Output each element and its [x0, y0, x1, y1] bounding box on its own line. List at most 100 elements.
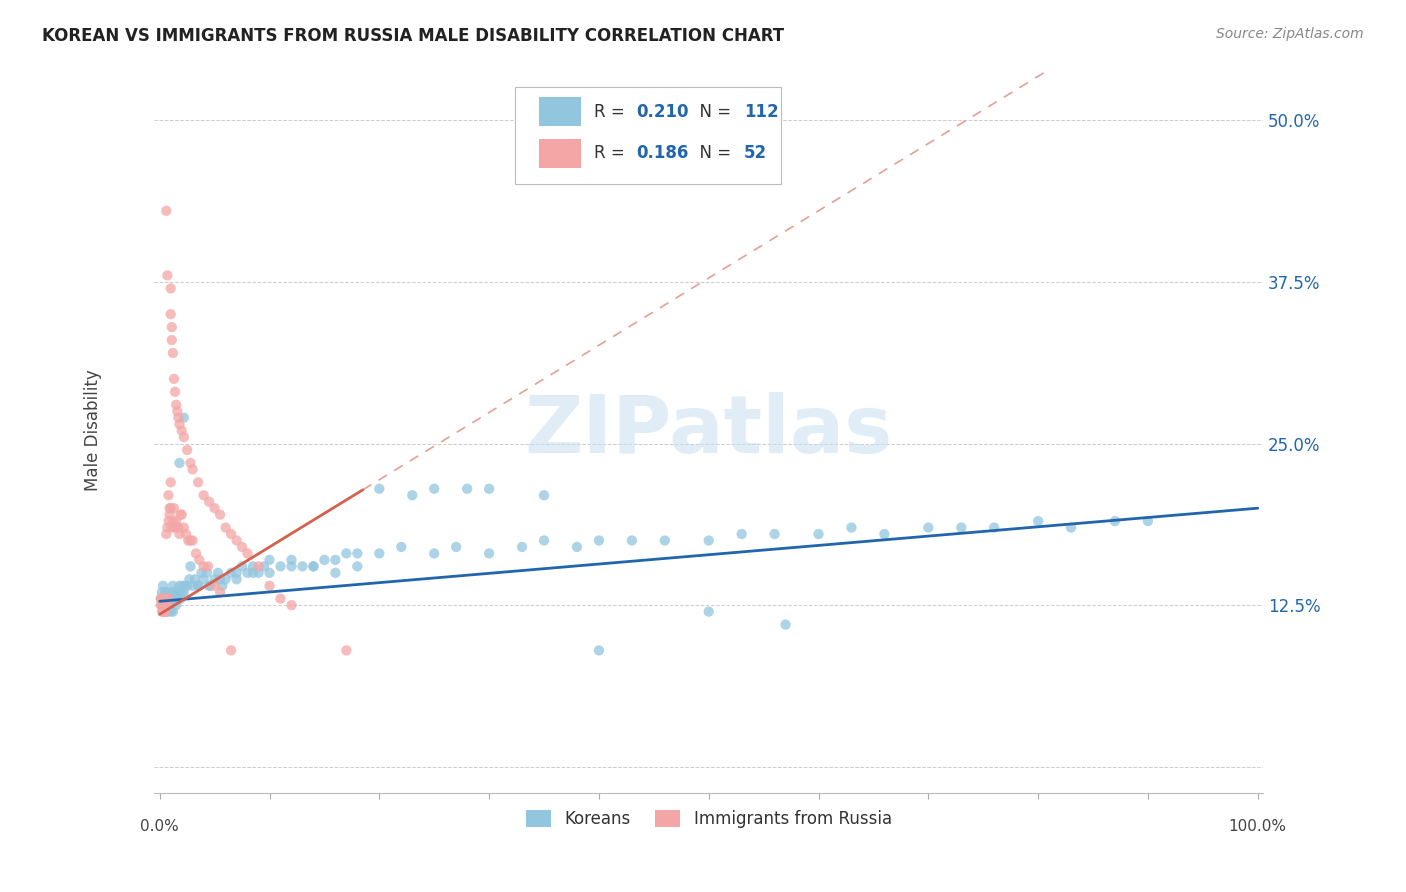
Point	[335, 643, 357, 657]
Point	[231, 540, 253, 554]
Point	[153, 598, 176, 612]
Point	[401, 488, 423, 502]
Point	[155, 605, 177, 619]
Point	[873, 527, 896, 541]
Point	[259, 553, 281, 567]
Point	[325, 566, 347, 580]
Point	[209, 508, 232, 522]
Text: N =: N =	[689, 145, 737, 162]
Point	[155, 605, 177, 619]
Point	[198, 579, 221, 593]
Point	[179, 533, 201, 548]
Point	[198, 494, 221, 508]
Point	[236, 566, 259, 580]
Point	[155, 527, 177, 541]
Point	[167, 520, 190, 534]
Point	[172, 579, 194, 593]
Point	[153, 591, 176, 606]
Point	[280, 559, 302, 574]
Point	[162, 346, 184, 360]
Point	[165, 384, 187, 399]
Point	[280, 598, 302, 612]
Point	[565, 540, 588, 554]
Point	[173, 585, 195, 599]
Point	[1026, 514, 1049, 528]
Point	[153, 598, 176, 612]
Text: KOREAN VS IMMIGRANTS FROM RUSSIA MALE DISABILITY CORRELATION CHART: KOREAN VS IMMIGRANTS FROM RUSSIA MALE DI…	[42, 27, 785, 45]
Point	[159, 508, 181, 522]
Point	[155, 591, 177, 606]
Text: Male Disability: Male Disability	[84, 369, 103, 491]
Point	[165, 591, 187, 606]
Point	[157, 488, 180, 502]
Point	[950, 520, 973, 534]
Point	[156, 520, 179, 534]
Bar	[538, 97, 581, 127]
Text: Source: ZipAtlas.com: Source: ZipAtlas.com	[1216, 27, 1364, 41]
Point	[155, 598, 177, 612]
FancyBboxPatch shape	[515, 87, 780, 185]
Point	[155, 585, 177, 599]
Point	[173, 430, 195, 444]
Point	[190, 566, 212, 580]
Point	[160, 333, 183, 347]
Text: 112: 112	[744, 103, 779, 121]
Point	[207, 566, 229, 580]
Point	[176, 442, 198, 457]
Point	[163, 372, 186, 386]
Point	[181, 533, 204, 548]
Point	[150, 605, 173, 619]
Point	[160, 591, 183, 606]
Point	[156, 598, 179, 612]
Point	[149, 591, 172, 606]
Point	[214, 572, 236, 586]
Point	[983, 520, 1005, 534]
Point	[1136, 514, 1159, 528]
Point	[588, 643, 610, 657]
Point	[204, 501, 226, 516]
Point	[173, 520, 195, 534]
Point	[259, 579, 281, 593]
Point	[1060, 520, 1083, 534]
Point	[193, 572, 215, 586]
Point	[167, 585, 190, 599]
Point	[219, 527, 242, 541]
Point	[184, 546, 207, 560]
Point	[236, 546, 259, 560]
Point	[588, 533, 610, 548]
Point	[159, 591, 181, 606]
Point	[302, 559, 325, 574]
Point	[259, 566, 281, 580]
Point	[314, 553, 336, 567]
Point	[157, 591, 180, 606]
Point	[150, 598, 173, 612]
Point	[156, 605, 179, 619]
Point	[478, 546, 501, 560]
Point	[510, 540, 533, 554]
Text: ZIPatlas: ZIPatlas	[524, 392, 893, 469]
Point	[169, 508, 191, 522]
Point	[654, 533, 676, 548]
Point	[157, 514, 180, 528]
Point	[456, 482, 478, 496]
Point	[270, 591, 292, 606]
Point	[152, 598, 174, 612]
Point	[159, 501, 181, 516]
Point	[174, 579, 197, 593]
Text: 52: 52	[744, 145, 768, 162]
Point	[195, 566, 218, 580]
Point	[149, 591, 172, 606]
Point	[181, 462, 204, 476]
Point	[775, 617, 797, 632]
Point	[242, 559, 264, 574]
Point	[204, 572, 226, 586]
Point	[177, 533, 200, 548]
Point	[209, 572, 232, 586]
Point	[242, 566, 264, 580]
Point	[150, 598, 173, 612]
Point	[533, 533, 555, 548]
Text: 0.0%: 0.0%	[141, 819, 179, 833]
Point	[156, 591, 179, 606]
Point	[841, 520, 863, 534]
Point	[170, 585, 193, 599]
